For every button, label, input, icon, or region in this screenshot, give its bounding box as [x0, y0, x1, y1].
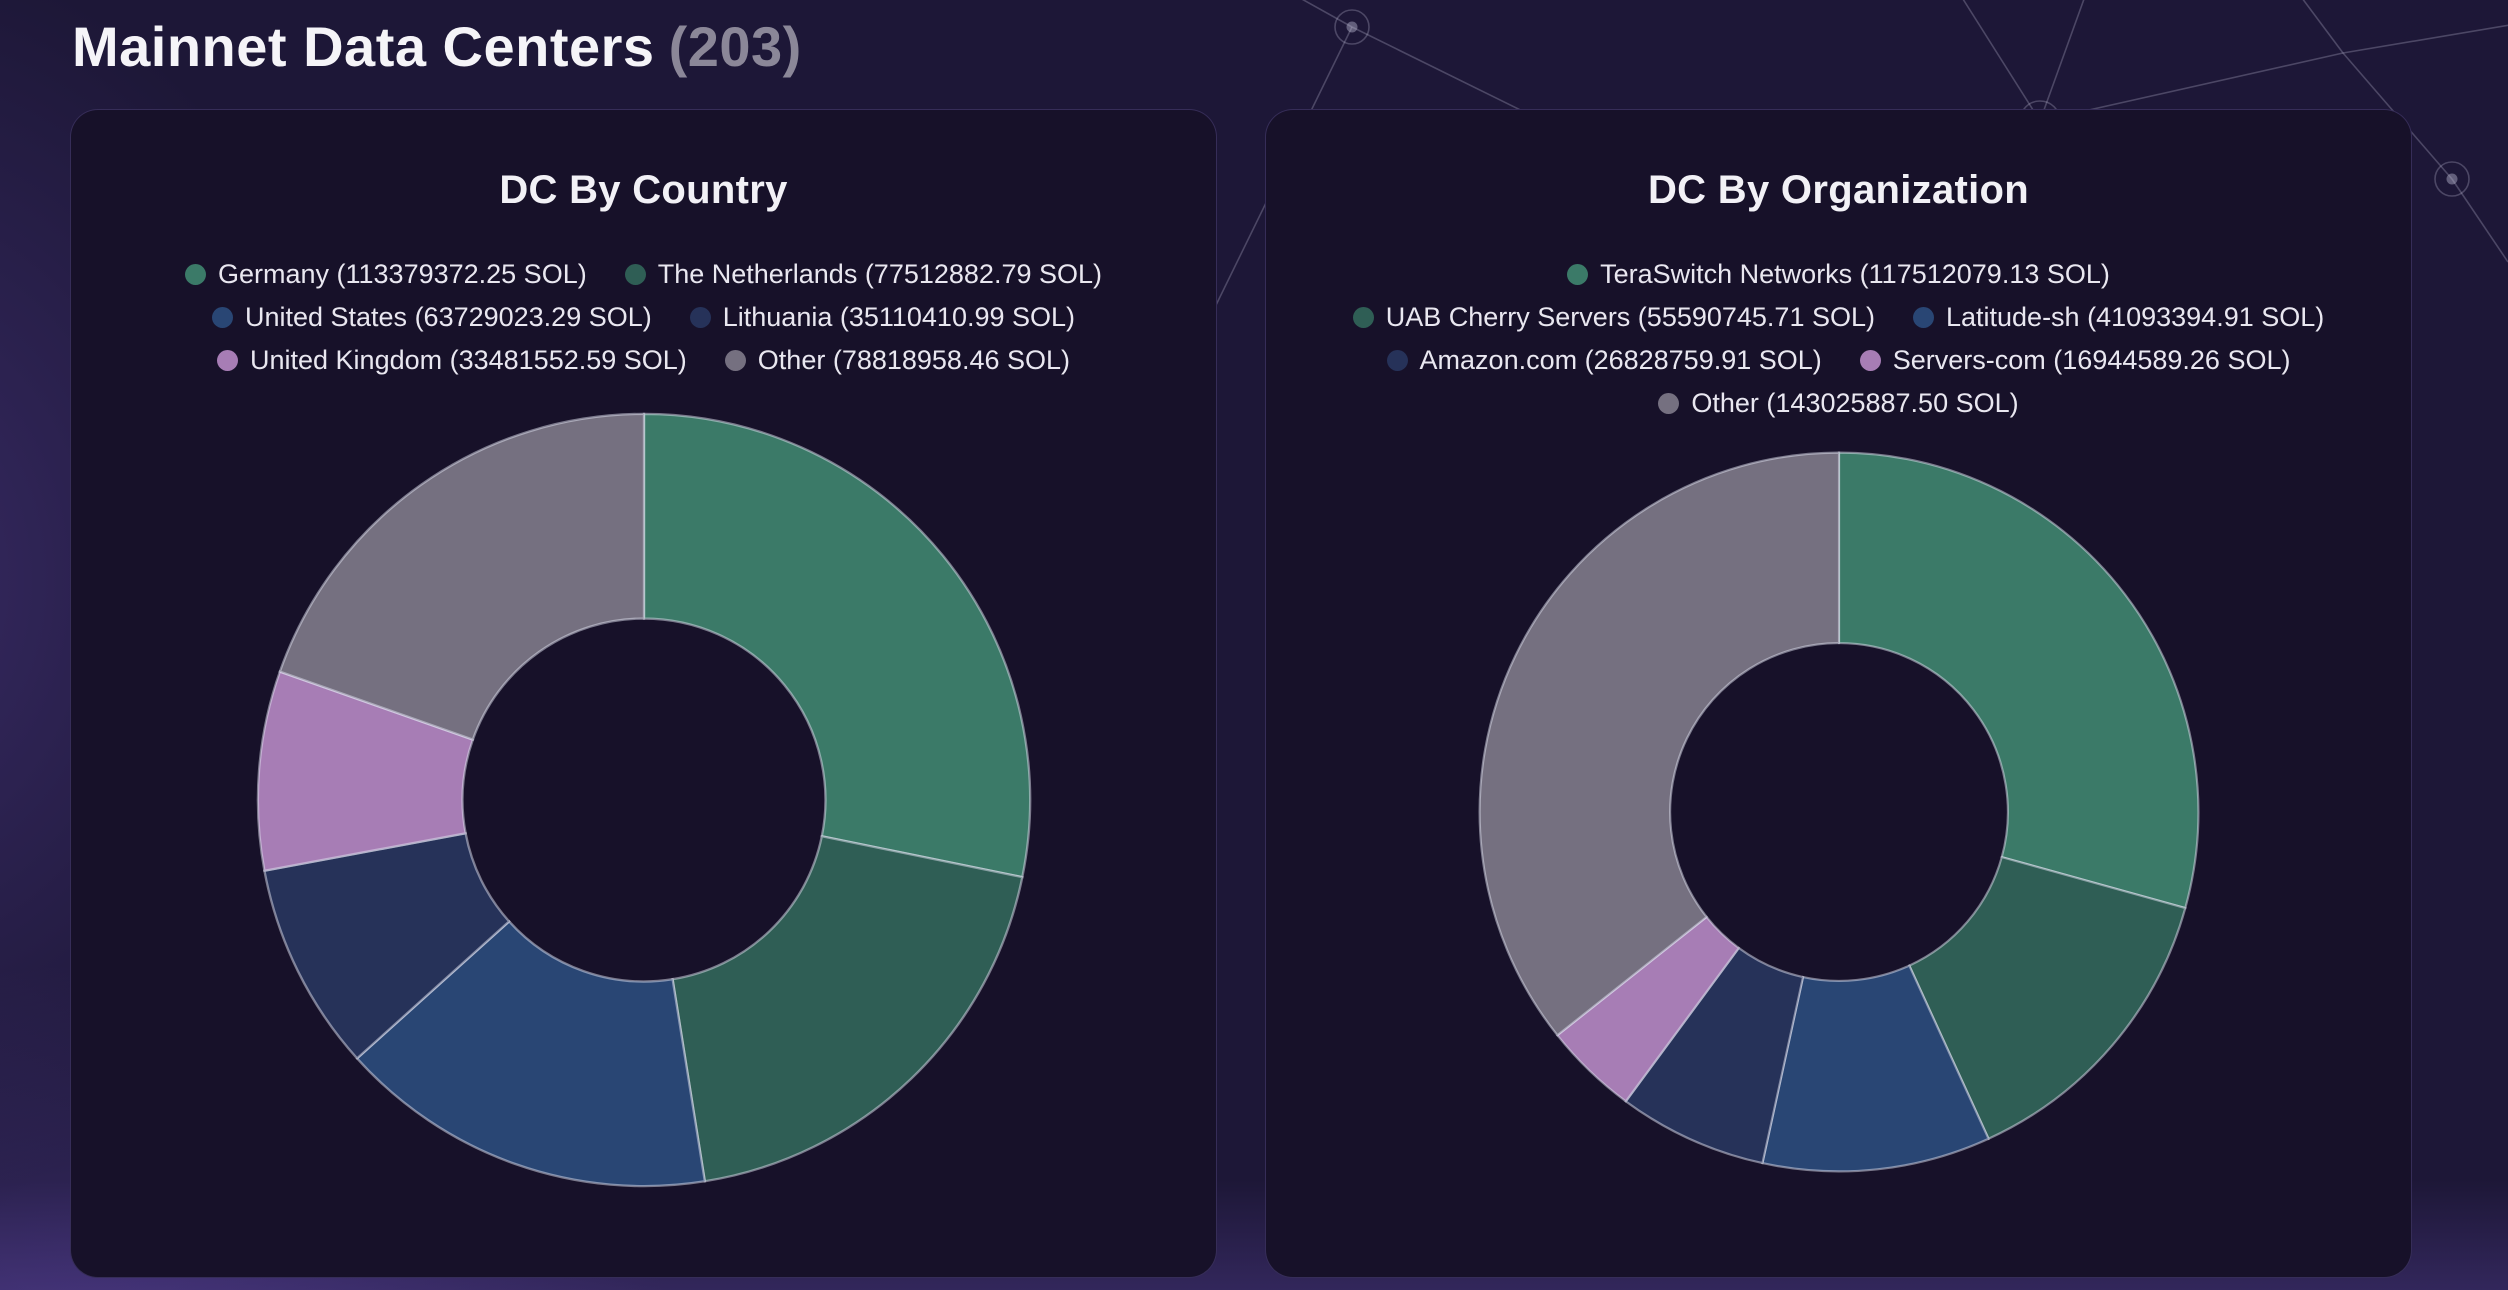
legend-item-teraswitch-networks[interactable]: TeraSwitch Networks (117512079.13 SOL): [1567, 259, 2110, 290]
legend-item-amazon-com[interactable]: Amazon.com (26828759.91 SOL): [1386, 345, 1822, 376]
legend-label: The Netherlands (77512882.79 SOL): [657, 259, 1102, 289]
legend-item-other[interactable]: Other (78818958.46 SOL): [724, 345, 1070, 376]
legend-dot-icon: [724, 350, 746, 371]
donut-chart-country[interactable]: [254, 410, 1034, 1190]
legend-label: United Kingdom (33481552.59 SOL): [250, 345, 687, 375]
legend-row: UAB Cherry Servers (55590745.71 SOL) Lati…: [1352, 302, 2325, 333]
segment-uab-cherry-servers[interactable]: [1907, 855, 2187, 1141]
legend-item-germany[interactable]: Germany (113379372.25 SOL): [184, 259, 587, 290]
legend-label: Other (143025887.50 SOL): [1691, 388, 2019, 418]
segment-other[interactable]: [1478, 451, 1840, 1037]
network-node-icon: [2446, 173, 2458, 185]
legend-label: Latitude-sh (41093394.91 SOL): [1945, 302, 2325, 332]
legend-label: United States (63729023.29 SOL): [244, 302, 652, 332]
legend-label: Amazon.com (26828759.91 SOL): [1419, 345, 1822, 375]
legend-dot-icon: [1386, 350, 1408, 371]
legend-dot-icon: [184, 264, 206, 285]
legend-row: Germany (113379372.25 SOL) The Netherland…: [184, 259, 1102, 290]
legend-row: Other (143025887.50 SOL): [1658, 388, 2019, 419]
legend-row: United Kingdom (33481552.59 SOL) Other (7…: [217, 345, 1070, 376]
legend-dot-icon: [1352, 307, 1374, 328]
legend-label: TeraSwitch Networks (117512079.13 SOL): [1600, 259, 2110, 289]
legend-dot-icon: [1859, 350, 1881, 371]
legend-dot-icon: [1567, 264, 1589, 285]
dc-by-organization-card: DC By Organization TeraSwitch Networks (…: [1265, 109, 2412, 1278]
page-title: Mainnet Data Centers (203): [0, 0, 2508, 79]
legend-item-united-kingdom[interactable]: United Kingdom (33481552.59 SOL): [217, 345, 687, 376]
legend-row: United States (63729023.29 SOL) Lithuania…: [211, 302, 1076, 333]
card-title-country: DC By Country: [499, 168, 788, 212]
legend-dot-icon: [1912, 307, 1934, 328]
legend-dot-icon: [624, 264, 646, 285]
legend-item-the-netherlands[interactable]: The Netherlands (77512882.79 SOL): [624, 259, 1102, 290]
legend-row: Amazon.com (26828759.91 SOL) Servers-com …: [1386, 345, 2291, 376]
segment-other[interactable]: [277, 412, 645, 742]
legend-label: Lithuania (35110410.99 SOL): [722, 302, 1076, 332]
legend-item-servers-com[interactable]: Servers-com (16944589.26 SOL): [1859, 345, 2291, 376]
dc-by-country-card: DC By Country Germany (113379372.25 SOL)…: [70, 109, 1217, 1278]
segment-teraswitch-networks[interactable]: [1837, 451, 2199, 910]
legend-dot-icon: [211, 307, 233, 328]
legend-dot-icon: [217, 350, 238, 371]
legend-item-latitude-sh[interactable]: Latitude-sh (41093394.91 SOL): [1912, 302, 2325, 333]
legend-label: Germany (113379372.25 SOL): [217, 259, 587, 289]
segment-united-states[interactable]: [354, 919, 706, 1188]
legend-label: Servers-com (16944589.26 SOL): [1892, 345, 2291, 375]
legend-dot-icon: [689, 307, 711, 328]
legend-item-other[interactable]: Other (143025887.50 SOL): [1658, 388, 2019, 419]
legend-item-lithuania[interactable]: Lithuania (35110410.99 SOL): [689, 302, 1076, 333]
legend-label: UAB Cherry Servers (55590745.71 SOL): [1385, 302, 1875, 332]
legend-item-uab-cherry-servers[interactable]: UAB Cherry Servers (55590745.71 SOL): [1352, 302, 1875, 333]
legend-dot-icon: [1658, 393, 1680, 414]
legend-item-united-states[interactable]: United States (63729023.29 SOL): [211, 302, 652, 333]
legend-country: Germany (113379372.25 SOL) The Netherland…: [111, 259, 1176, 376]
page-title-count: (203): [668, 15, 802, 78]
card-title-organization: DC By Organization: [1648, 168, 2029, 212]
page-title-text: Mainnet Data Centers: [72, 15, 655, 78]
cards-row: DC By Country Germany (113379372.25 SOL)…: [70, 109, 2412, 1278]
segment-the-netherlands[interactable]: [670, 834, 1024, 1183]
legend-row: TeraSwitch Networks (117512079.13 SOL): [1567, 259, 2110, 290]
legend-label: Other (78818958.46 SOL): [757, 345, 1070, 375]
segment-germany[interactable]: [642, 412, 1031, 879]
legend-organization: TeraSwitch Networks (117512079.13 SOL) UA…: [1306, 259, 2371, 419]
donut-chart-organization[interactable]: [1476, 449, 2202, 1175]
